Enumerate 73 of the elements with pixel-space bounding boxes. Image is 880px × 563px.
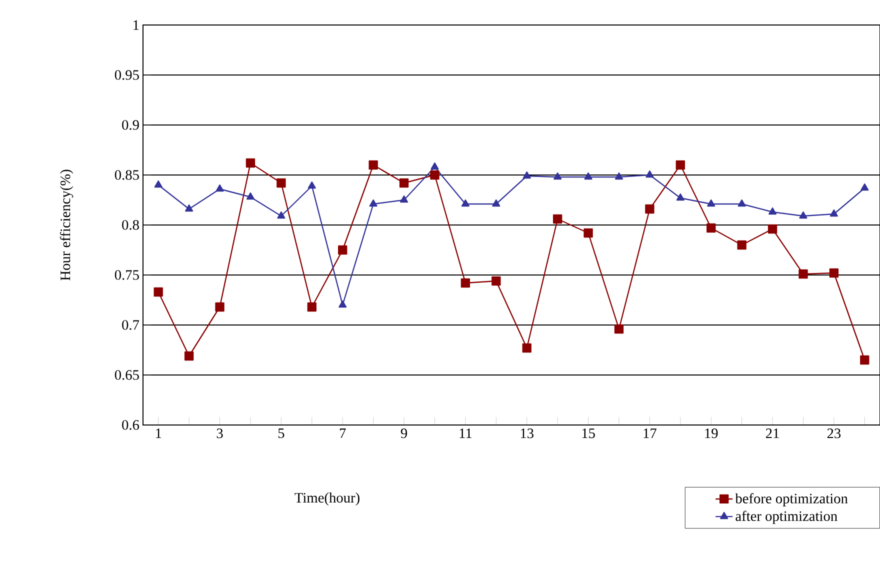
legend-label: before optimization — [735, 493, 848, 506]
x-tick-label: 11 — [460, 428, 472, 438]
y-axis-title: Hour efficiency(%) — [60, 170, 74, 280]
point — [676, 160, 685, 170]
y-tick-label: 0.95 — [114, 70, 139, 80]
point — [277, 211, 286, 219]
point — [430, 170, 440, 180]
point — [584, 228, 593, 238]
x-tick-label: 1 — [156, 428, 162, 438]
point — [798, 269, 808, 279]
y-tick-label: 0.65 — [114, 370, 139, 380]
point — [860, 183, 869, 191]
x-tick-label: 17 — [644, 428, 656, 438]
point — [154, 287, 163, 297]
point — [461, 199, 470, 207]
point — [276, 178, 286, 188]
point — [584, 172, 592, 180]
point — [154, 180, 162, 188]
x-tick-label: 21 — [766, 428, 779, 438]
point — [400, 195, 408, 203]
point — [184, 351, 194, 361]
x-tick-label: 7 — [340, 428, 346, 438]
point — [492, 276, 501, 286]
point — [830, 209, 838, 217]
point — [768, 207, 777, 215]
point — [645, 204, 654, 214]
y-tick-label: 0.85 — [114, 170, 139, 180]
legend-label: after optimization — [736, 510, 838, 524]
point — [368, 160, 378, 170]
x-tick-label: 5 — [278, 428, 284, 438]
point — [369, 199, 378, 207]
point — [799, 211, 808, 219]
point — [829, 268, 839, 278]
x-tick-label: 15 — [582, 428, 595, 438]
x-tick-label: 13 — [520, 428, 534, 438]
point — [215, 302, 224, 312]
y-tick-label: 0.75 — [114, 270, 139, 280]
point — [430, 162, 439, 170]
point — [246, 158, 256, 168]
x-tick-label: 19 — [705, 428, 718, 438]
x-tick-label: 9 — [400, 428, 408, 438]
y-tick-label: 0.6 — [122, 420, 140, 430]
y-tick-label: 0.8 — [122, 220, 139, 230]
point — [522, 343, 532, 353]
point — [614, 172, 624, 180]
point — [308, 181, 316, 189]
point — [460, 278, 470, 288]
point — [554, 172, 562, 180]
x-tick-label: 3 — [216, 428, 223, 438]
point — [216, 184, 224, 192]
point — [399, 178, 409, 188]
point — [614, 324, 624, 334]
x-tick-label: 23 — [827, 428, 841, 438]
point — [738, 199, 746, 207]
y-tick-label: 1 — [134, 20, 139, 30]
point — [707, 199, 716, 207]
point — [768, 224, 778, 234]
point — [492, 199, 500, 207]
point — [676, 193, 684, 201]
point — [860, 355, 870, 365]
point — [338, 245, 348, 255]
point — [646, 170, 654, 178]
point — [185, 204, 194, 212]
point — [522, 171, 531, 179]
point — [307, 302, 316, 312]
point — [706, 223, 716, 233]
point — [737, 240, 746, 250]
x-axis-title: Time(hour) — [294, 492, 360, 506]
y-tick-label: 0.9 — [122, 120, 139, 130]
point — [552, 214, 562, 224]
y-tick-label: 0.7 — [122, 320, 140, 330]
point — [246, 192, 255, 200]
point — [338, 300, 347, 308]
